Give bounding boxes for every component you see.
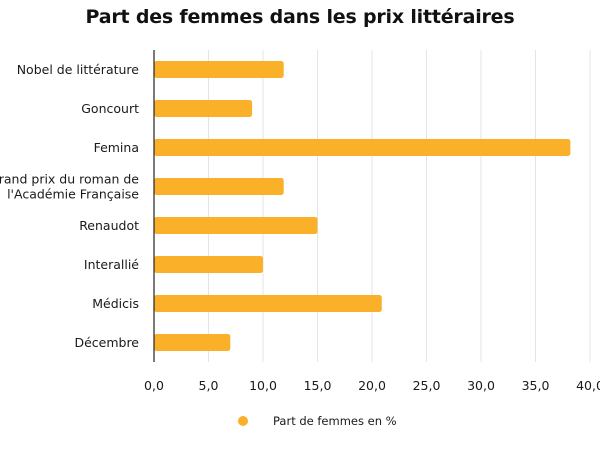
bar bbox=[154, 217, 318, 234]
x-tick-label: 30,0 bbox=[467, 378, 495, 393]
x-tick-label: 20,0 bbox=[358, 378, 386, 393]
bar bbox=[154, 256, 263, 273]
bar bbox=[154, 61, 284, 78]
x-tick-label: 15,0 bbox=[304, 378, 332, 393]
category-label: Médicis bbox=[92, 296, 139, 311]
category-label: Nobel de littérature bbox=[17, 62, 140, 77]
bar bbox=[154, 100, 253, 117]
bar bbox=[154, 334, 231, 351]
legend-marker bbox=[238, 416, 248, 426]
legend-label: Part de femmes en % bbox=[273, 414, 397, 428]
x-tick-label: 5,0 bbox=[199, 378, 219, 393]
category-label: Interallié bbox=[84, 257, 139, 272]
category-label: Renaudot bbox=[79, 218, 139, 233]
x-tick-label: 0,0 bbox=[144, 378, 164, 393]
bar bbox=[154, 178, 284, 195]
x-tick-label: 35,0 bbox=[522, 378, 550, 393]
category-label: Grand prix du roman de l'Académie Françai… bbox=[0, 172, 139, 202]
x-tick-label: 40,0 bbox=[576, 378, 600, 393]
category-label: Goncourt bbox=[81, 101, 139, 116]
x-tick-label: 25,0 bbox=[413, 378, 441, 393]
x-tick-label: 10,0 bbox=[249, 378, 277, 393]
category-label: Décembre bbox=[74, 335, 139, 350]
bar bbox=[154, 295, 382, 312]
bar bbox=[154, 139, 571, 156]
category-label: Femina bbox=[94, 140, 139, 155]
chart-title: Part des femmes dans les prix littéraire… bbox=[85, 6, 515, 28]
